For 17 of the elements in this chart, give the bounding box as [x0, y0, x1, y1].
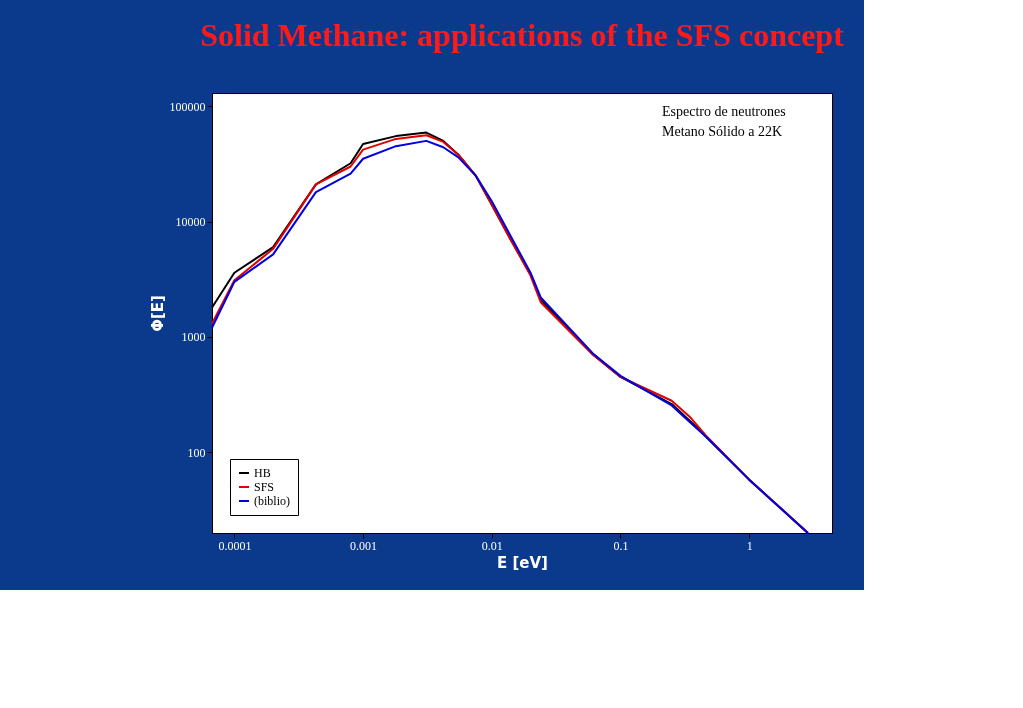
annotation: Metano Sólido a 22K	[662, 124, 783, 139]
y-axis-title: Φ[E]	[148, 295, 167, 332]
legend-label: SFS	[254, 480, 275, 494]
x-axis-title: E [eV]	[497, 553, 548, 572]
annotation: Espectro de neutrones	[662, 104, 786, 119]
x-tick-label: 0.0001	[218, 538, 252, 553]
x-tick-label: 0.01	[481, 538, 503, 553]
x-tick-label: 0.001	[350, 538, 378, 553]
legend-label: (biblio)	[254, 494, 290, 508]
y-tick-label: 100	[187, 445, 206, 460]
legend-label: HB	[254, 466, 271, 480]
y-tick-label: 1000	[181, 330, 206, 345]
y-tick-label: 10000	[175, 215, 206, 230]
chart-title: Solid Methane: applications of the SFS concept	[200, 17, 845, 53]
x-tick-label: 0.1	[613, 538, 629, 553]
x-tick-label: 1	[746, 538, 753, 553]
y-tick-label: 100000	[169, 99, 206, 114]
